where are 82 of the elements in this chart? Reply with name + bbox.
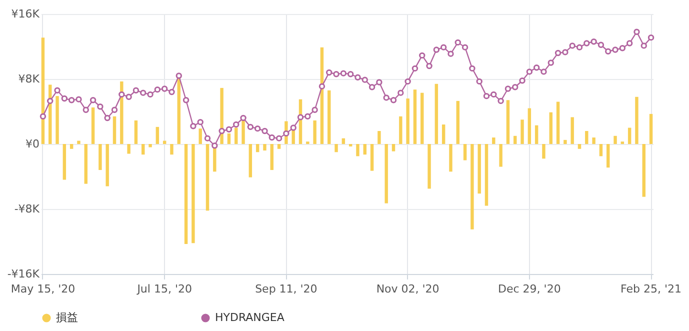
x-tick-label: Jul 15, '20 bbox=[136, 282, 192, 296]
x-tick-label: May 15, '20 bbox=[10, 282, 76, 296]
bar bbox=[277, 144, 281, 149]
x-tick-label: Dec 29, '20 bbox=[498, 282, 561, 296]
bar bbox=[370, 144, 374, 171]
bar bbox=[399, 116, 402, 144]
bar bbox=[270, 144, 274, 170]
bar bbox=[334, 144, 338, 152]
bar bbox=[614, 136, 617, 144]
bar bbox=[56, 96, 59, 144]
bar bbox=[499, 144, 502, 167]
bar bbox=[506, 100, 510, 144]
bar bbox=[170, 144, 174, 155]
bar bbox=[248, 144, 252, 178]
bar bbox=[363, 144, 366, 155]
bar bbox=[434, 84, 438, 144]
bar bbox=[406, 98, 410, 144]
bar bbox=[77, 140, 80, 144]
bar bbox=[564, 140, 567, 144]
bar bbox=[184, 144, 188, 244]
bar bbox=[342, 138, 346, 144]
bar bbox=[98, 144, 102, 170]
bar bbox=[420, 92, 424, 144]
bar bbox=[635, 96, 638, 144]
bar bbox=[534, 125, 538, 144]
bar bbox=[112, 116, 116, 144]
bar bbox=[91, 107, 95, 144]
x-tick-label: Nov 02, '20 bbox=[376, 282, 440, 296]
bar bbox=[514, 136, 517, 144]
y-tick-label: -¥8K bbox=[14, 202, 40, 216]
legend-label: 損益 bbox=[56, 310, 78, 324]
bar bbox=[192, 144, 195, 244]
bar bbox=[70, 144, 74, 149]
bar bbox=[549, 112, 552, 144]
bar bbox=[392, 144, 396, 152]
y-tick-label: ¥0 bbox=[26, 138, 40, 150]
bar bbox=[106, 144, 109, 186]
bar bbox=[570, 117, 574, 144]
bar bbox=[378, 131, 381, 144]
bar bbox=[428, 144, 431, 189]
bar bbox=[127, 144, 130, 154]
bar bbox=[606, 144, 610, 168]
bar bbox=[134, 120, 138, 144]
bar bbox=[449, 144, 452, 172]
y-tick-label: -¥16K bbox=[7, 268, 40, 280]
bar bbox=[520, 120, 524, 144]
bar bbox=[413, 90, 417, 144]
bar bbox=[62, 144, 66, 180]
bar bbox=[328, 90, 331, 144]
bar bbox=[478, 144, 481, 194]
bar bbox=[528, 108, 532, 144]
bar bbox=[628, 128, 632, 144]
y-tick-label: ¥8K bbox=[18, 72, 40, 86]
bar bbox=[384, 144, 388, 204]
bar bbox=[463, 144, 467, 160]
bar bbox=[263, 144, 266, 150]
x-tick-label: Sep 11, '20 bbox=[255, 282, 318, 296]
bar bbox=[542, 144, 546, 159]
bar bbox=[578, 144, 582, 149]
bar bbox=[556, 102, 560, 144]
bar bbox=[492, 138, 496, 144]
bar bbox=[156, 126, 160, 144]
bar bbox=[142, 144, 145, 155]
bar bbox=[599, 144, 603, 156]
bar bbox=[585, 131, 588, 144]
bar bbox=[313, 120, 316, 144]
bar bbox=[84, 144, 88, 184]
bar bbox=[442, 124, 446, 144]
x-tick-label: Feb 25, '21 bbox=[620, 282, 682, 296]
legend-label: HYDRANGEA bbox=[215, 310, 285, 324]
bar bbox=[592, 138, 596, 144]
bar bbox=[484, 144, 488, 206]
bar bbox=[470, 144, 474, 230]
bar bbox=[148, 144, 152, 148]
bar bbox=[642, 144, 646, 197]
bar bbox=[356, 144, 360, 156]
bar bbox=[649, 114, 653, 144]
bar bbox=[256, 144, 260, 152]
bar bbox=[198, 128, 202, 144]
bar bbox=[206, 144, 210, 211]
y-tick-label: ¥16K bbox=[11, 8, 40, 20]
bar bbox=[456, 100, 460, 144]
